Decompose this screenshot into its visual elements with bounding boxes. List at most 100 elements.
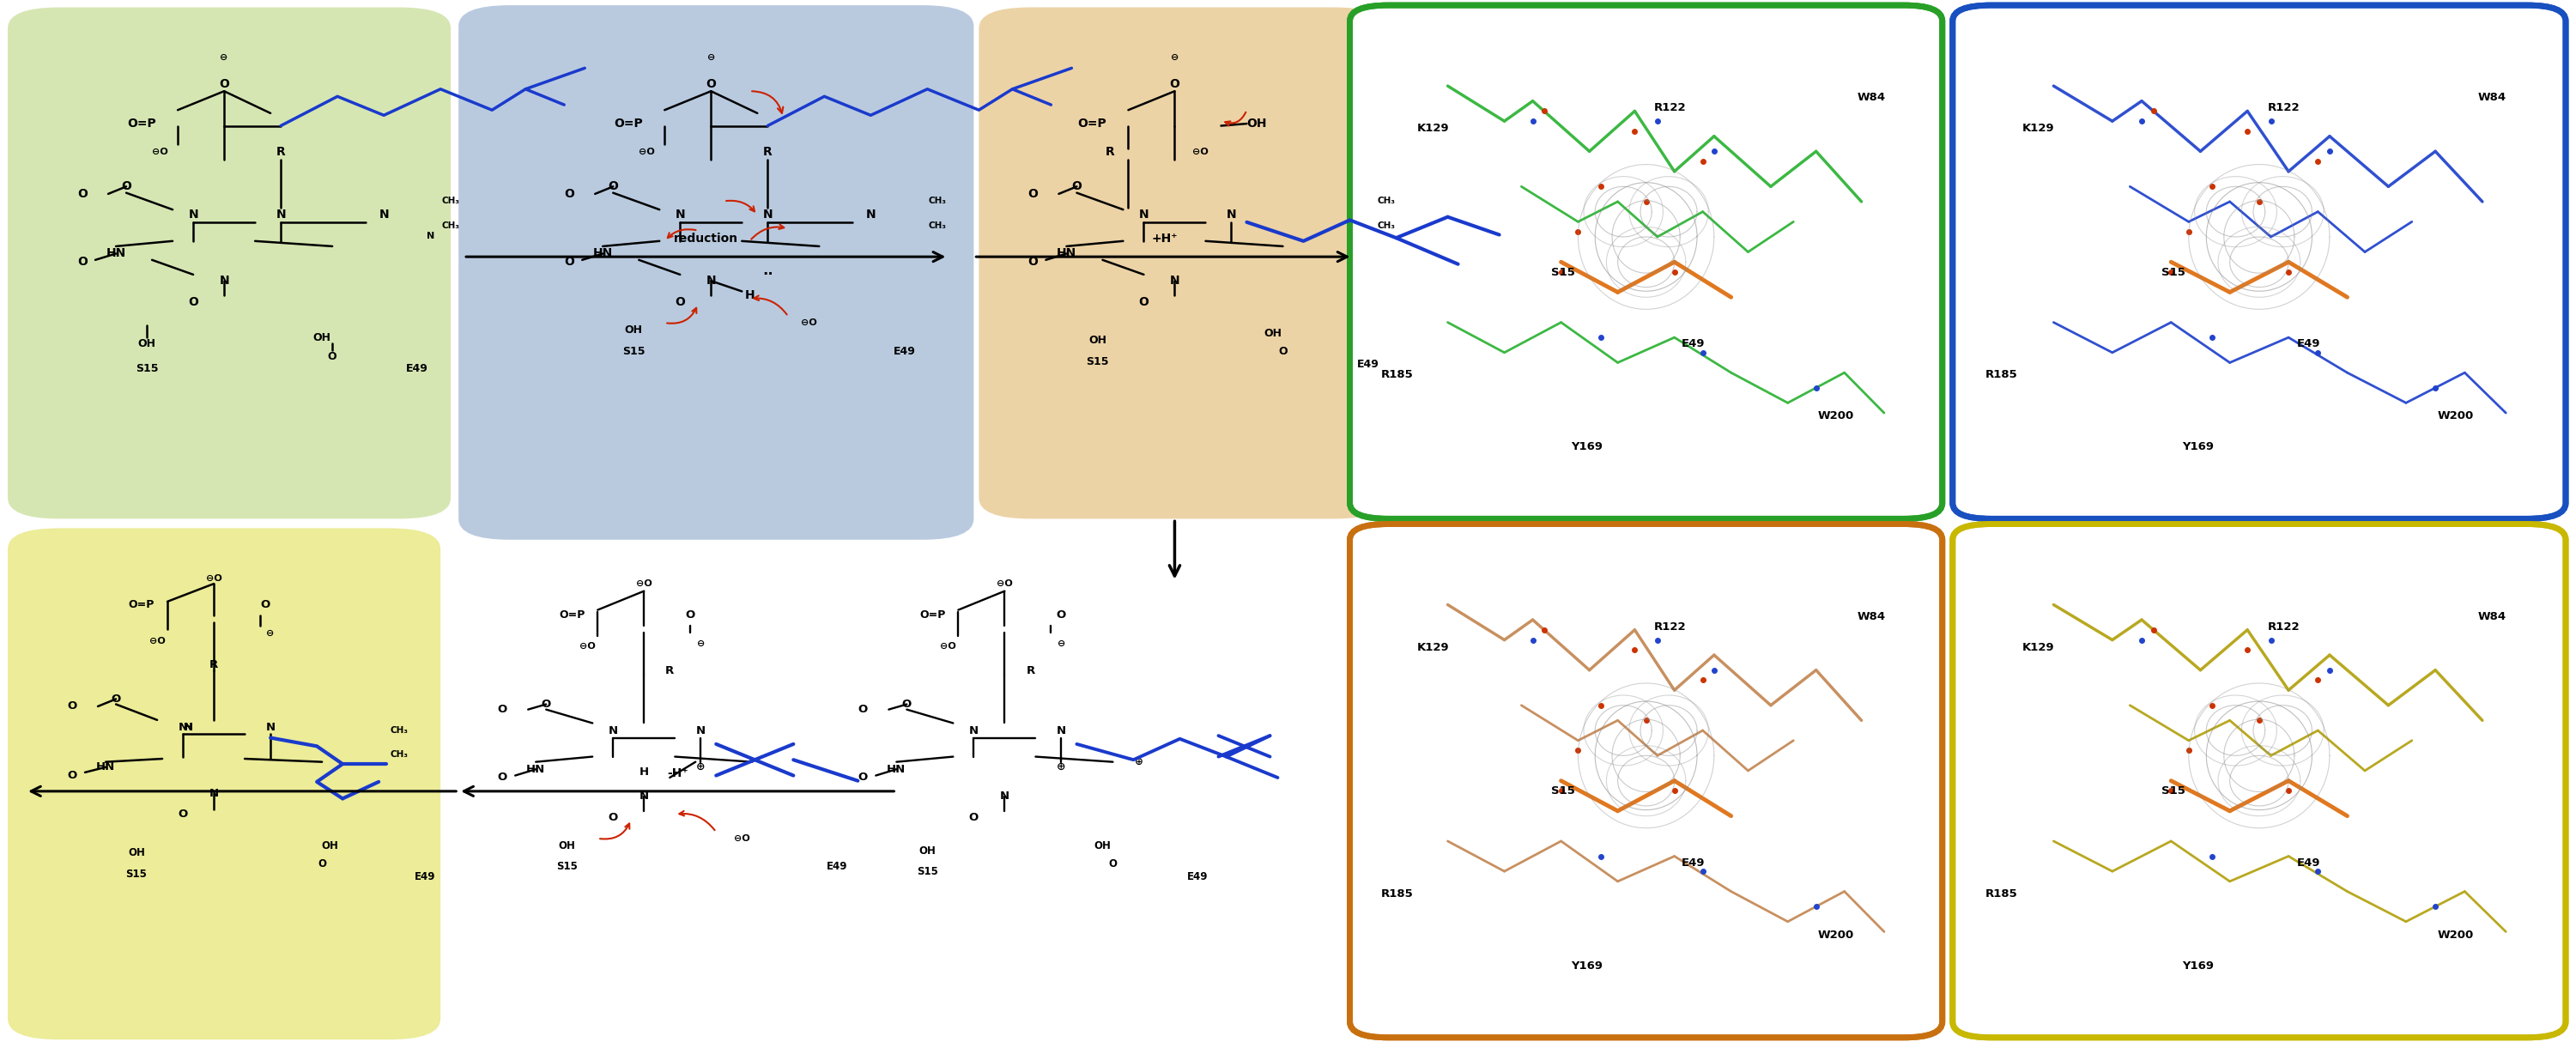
Text: W200: W200 — [1819, 930, 1855, 940]
Text: ⊖O: ⊖O — [801, 319, 817, 327]
Text: O: O — [77, 188, 88, 200]
Text: N: N — [706, 275, 716, 287]
Text: O: O — [608, 812, 618, 823]
Text: HN: HN — [592, 247, 613, 260]
Text: N: N — [265, 722, 276, 733]
Text: R185: R185 — [1381, 369, 1414, 380]
Text: OH: OH — [626, 325, 641, 335]
Text: ⊖: ⊖ — [265, 629, 276, 637]
Text: OH: OH — [1090, 335, 1105, 346]
Text: ⊖O: ⊖O — [580, 642, 595, 651]
FancyBboxPatch shape — [1350, 5, 1942, 519]
Text: O=P: O=P — [613, 117, 644, 130]
Text: R: R — [209, 659, 219, 670]
Text: CH₃: CH₃ — [392, 726, 407, 735]
Text: O=P: O=P — [920, 610, 945, 620]
Text: OH: OH — [1247, 117, 1267, 130]
Text: CH₃: CH₃ — [392, 750, 407, 759]
Text: N: N — [276, 209, 286, 221]
Text: O=P: O=P — [1077, 117, 1108, 130]
Text: O: O — [178, 809, 188, 820]
Text: HN: HN — [95, 762, 116, 772]
FancyBboxPatch shape — [8, 7, 451, 519]
Text: O: O — [564, 188, 574, 200]
Text: ⊕: ⊕ — [696, 762, 706, 772]
Text: CH₃: CH₃ — [1378, 221, 1394, 230]
Text: W84: W84 — [2478, 611, 2506, 623]
Text: R185: R185 — [1381, 888, 1414, 899]
Text: ⊖: ⊖ — [219, 53, 229, 62]
Text: W84: W84 — [1857, 92, 1886, 104]
Text: N: N — [178, 722, 188, 733]
Text: O: O — [1072, 180, 1082, 193]
Text: O: O — [111, 694, 121, 704]
Text: CH₃: CH₃ — [443, 221, 459, 230]
Text: W200: W200 — [2437, 411, 2473, 421]
Text: R122: R122 — [2267, 621, 2300, 632]
Text: S15: S15 — [126, 869, 147, 879]
Text: O: O — [219, 78, 229, 90]
Text: N: N — [762, 209, 773, 221]
Text: E49: E49 — [894, 346, 914, 356]
Text: O: O — [1139, 296, 1149, 308]
Text: O: O — [317, 858, 327, 869]
Text: ⊖: ⊖ — [696, 639, 706, 648]
Text: Y169: Y169 — [2182, 441, 2213, 453]
Text: HN: HN — [526, 764, 546, 774]
Text: R: R — [1105, 146, 1115, 158]
Text: N: N — [183, 722, 193, 733]
Text: O: O — [327, 351, 337, 362]
Text: N: N — [608, 725, 618, 736]
Text: N: N — [675, 209, 685, 221]
Text: CH₃: CH₃ — [930, 197, 945, 205]
Text: ⊖O: ⊖O — [734, 834, 750, 843]
Text: ⊕: ⊕ — [1133, 757, 1144, 767]
Text: E49: E49 — [415, 872, 435, 882]
Text: ⊖O: ⊖O — [152, 148, 167, 156]
Text: E49: E49 — [1188, 872, 1208, 882]
Text: O: O — [969, 812, 979, 823]
Text: E49: E49 — [1682, 857, 1705, 869]
Text: O=P: O=P — [129, 599, 155, 610]
Text: -H⁺: -H⁺ — [667, 767, 688, 780]
Text: O: O — [1056, 610, 1066, 620]
Text: S15: S15 — [137, 364, 157, 374]
Text: R: R — [665, 665, 675, 676]
Text: O: O — [1278, 346, 1288, 356]
Text: O: O — [675, 296, 685, 308]
Text: reduction: reduction — [672, 233, 739, 245]
Text: R122: R122 — [1654, 103, 1685, 113]
Text: O: O — [67, 701, 77, 712]
Text: S15: S15 — [556, 861, 577, 872]
Text: W84: W84 — [1857, 611, 1886, 623]
Text: N: N — [866, 209, 876, 221]
Text: S15: S15 — [1551, 266, 1574, 278]
Text: ⊖: ⊖ — [1170, 53, 1180, 62]
Text: O: O — [1170, 78, 1180, 90]
Text: ⊖O: ⊖O — [149, 637, 165, 646]
Text: OH: OH — [559, 840, 574, 851]
Text: +H⁺: +H⁺ — [1151, 233, 1177, 245]
Text: ⊖O: ⊖O — [206, 574, 222, 583]
Text: N: N — [188, 209, 198, 221]
Text: E49: E49 — [2295, 339, 2321, 350]
Text: N: N — [209, 788, 219, 799]
Text: W84: W84 — [2478, 92, 2506, 104]
Text: R122: R122 — [1654, 621, 1685, 632]
Text: E49: E49 — [1682, 339, 1705, 350]
Text: O: O — [497, 772, 507, 783]
Text: OH: OH — [1265, 328, 1280, 339]
FancyBboxPatch shape — [459, 5, 974, 540]
Text: OH: OH — [322, 840, 337, 851]
Text: O: O — [608, 180, 618, 193]
Text: N: N — [1170, 275, 1180, 287]
Text: CH₃: CH₃ — [1378, 197, 1394, 205]
Text: O: O — [497, 704, 507, 715]
Text: O: O — [1108, 858, 1118, 869]
Text: R: R — [276, 146, 286, 158]
Text: H: H — [744, 289, 755, 302]
Text: Y169: Y169 — [2182, 960, 2213, 971]
Text: OH: OH — [920, 846, 935, 856]
Text: O: O — [1028, 188, 1038, 200]
Text: ⊕: ⊕ — [1056, 762, 1066, 772]
